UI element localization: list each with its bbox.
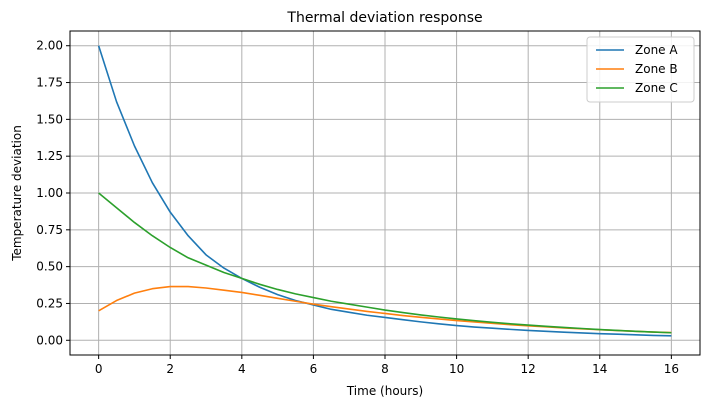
y-tick-label: 0.00: [36, 333, 63, 347]
y-tick-label: 0.25: [36, 296, 63, 310]
y-tick-label: 1.00: [36, 186, 63, 200]
x-tick-label: 16: [664, 362, 679, 376]
legend-label-zone-c: Zone C: [635, 81, 678, 95]
x-tick-label: 10: [449, 362, 464, 376]
series-line-zone-a: [97, 45, 672, 337]
y-axis-label: Temperature deviation: [10, 125, 24, 262]
series-lines: [97, 45, 672, 337]
x-tick-label: 12: [521, 362, 536, 376]
y-tick-label: 0.50: [36, 260, 63, 274]
legend-box: [586, 36, 695, 103]
y-tick-label: 1.50: [36, 112, 63, 126]
y-tick-label: 1.75: [36, 76, 63, 90]
y-tick-label: 1.25: [36, 149, 63, 163]
y-tick-label: 0.75: [36, 223, 63, 237]
legend-label-zone-b: Zone B: [635, 62, 678, 76]
x-tick-label: 14: [592, 362, 607, 376]
y-tick-label: 2.00: [36, 39, 63, 53]
x-axis-label: Time (hours): [346, 384, 423, 398]
x-axis-ticks: 0 2 4 6 8 10 12 14 16: [95, 355, 679, 376]
legend-label-zone-a: Zone A: [635, 43, 678, 57]
x-tick-label: 8: [381, 362, 389, 376]
x-tick-label: 4: [238, 362, 246, 376]
y-axis-ticks: 0.00 0.25 0.50 0.75 1.00 1.25 1.50 1.75 2.00: [36, 39, 70, 347]
series-line-zone-c: [98, 192, 672, 334]
x-tick-label: 0: [95, 362, 103, 376]
x-tick-label: 6: [310, 362, 318, 376]
chart-title: Thermal deviation response: [286, 10, 482, 26]
x-tick-label: 2: [166, 362, 174, 376]
legend: Zone A Zone B Zone C: [586, 36, 695, 103]
